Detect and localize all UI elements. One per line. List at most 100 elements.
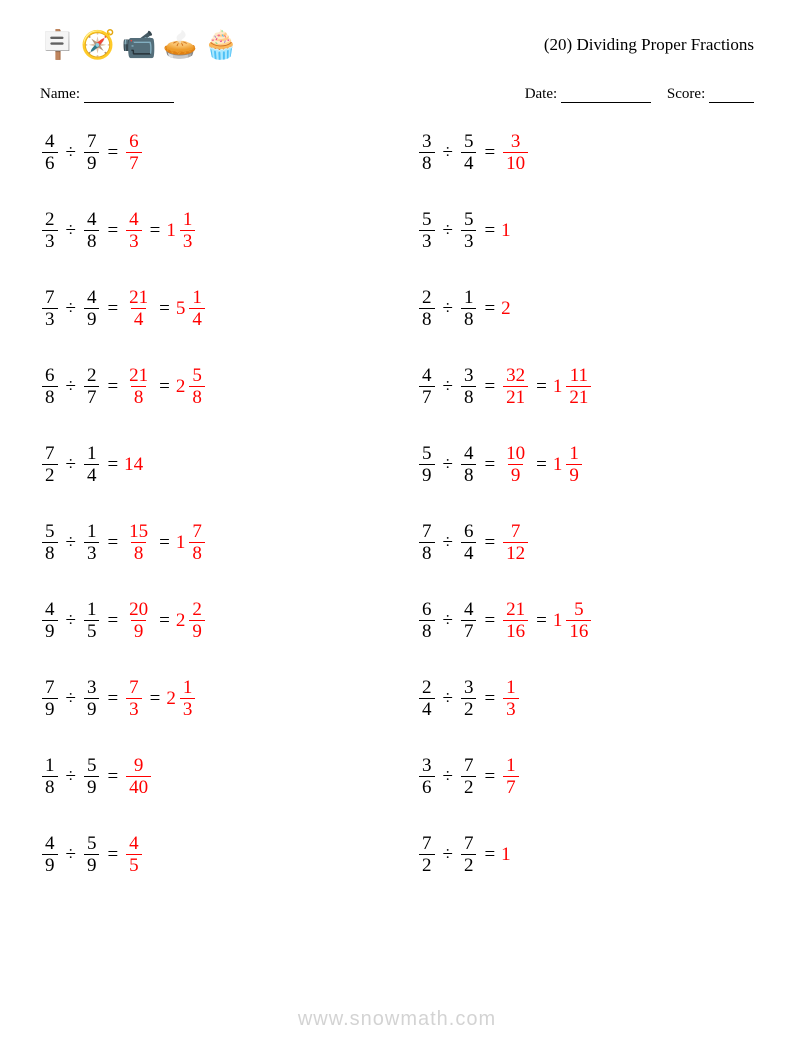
fraction: 59 [419,444,435,485]
answer-int: 1 [501,221,511,240]
equals: = [159,299,170,318]
fraction: 158 [126,522,151,563]
problem: 68÷27=218=258 [40,361,377,411]
fraction: 73 [42,288,58,329]
date-label: Date: [525,86,557,102]
name-blank[interactable] [84,89,174,103]
divide-op: ÷ [66,299,76,318]
score-label: Score: [667,86,705,102]
equals: = [536,377,547,396]
fraction: 49 [84,288,100,329]
mixed-number: 178 [176,522,207,563]
fraction: 214 [126,288,151,329]
fraction: 29 [189,600,205,641]
info-row: Name: Date: Score: [40,86,754,103]
divide-op: ÷ [443,845,453,864]
fraction: 39 [84,678,100,719]
fraction: 73 [126,678,142,719]
header-icon: 📹 [122,28,157,62]
fraction: 78 [189,522,205,563]
date-blank[interactable] [561,89,651,103]
fraction: 109 [503,444,528,485]
fraction: 45 [126,834,142,875]
divide-op: ÷ [66,611,76,630]
fraction: 1121 [566,366,591,407]
equals: = [484,533,495,552]
fraction: 72 [419,834,435,875]
equals: = [484,377,495,396]
header-icon: 🧁 [204,28,239,62]
equals: = [107,533,118,552]
score-blank[interactable] [709,89,754,103]
watermark: www.snowmath.com [0,1008,794,1031]
divide-op: ÷ [66,845,76,864]
fraction: 310 [503,132,528,173]
fraction: 24 [419,678,435,719]
header-icon: 🪧 [40,28,75,62]
mixed-number: 514 [176,288,207,329]
equals: = [484,299,495,318]
equals: = [484,221,495,240]
fraction: 48 [84,210,100,251]
fraction: 209 [126,600,151,641]
mixed-number: 113 [166,210,197,251]
fraction: 36 [419,756,435,797]
divide-op: ÷ [443,455,453,474]
divide-op: ÷ [443,377,453,396]
mixed-number: 119 [553,444,584,485]
answer-int: 2 [501,299,511,318]
equals: = [484,611,495,630]
divide-op: ÷ [66,767,76,786]
header-icons: 🪧🧭📹🥧🧁 [40,28,238,62]
fraction: 516 [566,600,591,641]
fraction: 13 [503,678,519,719]
equals: = [484,845,495,864]
problem: 47÷38=3221=11121 [417,361,754,411]
equals: = [107,767,118,786]
divide-op: ÷ [66,377,76,396]
equals: = [536,611,547,630]
equals: = [484,143,495,162]
problem: 36÷72=17 [417,751,754,801]
problem: 53÷53=1 [417,205,754,255]
name-label: Name: [40,86,80,102]
fraction: 48 [461,444,477,485]
fraction: 72 [461,756,477,797]
problem: 78÷64=712 [417,517,754,567]
divide-op: ÷ [443,767,453,786]
equals: = [484,455,495,474]
fraction: 28 [419,288,435,329]
fraction: 19 [566,444,582,485]
fraction: 14 [84,444,100,485]
fraction: 78 [419,522,435,563]
divide-op: ÷ [443,299,453,318]
problem: 24÷32=13 [417,673,754,723]
divide-op: ÷ [66,533,76,552]
equals: = [107,845,118,864]
fraction: 13 [180,210,196,251]
problem: 18÷59=940 [40,751,377,801]
header: 🪧🧭📹🥧🧁 (20) Dividing Proper Fractions [40,20,754,70]
fraction: 54 [461,132,477,173]
equals: = [159,377,170,396]
problem: 79÷39=73=213 [40,673,377,723]
equals: = [484,767,495,786]
fraction: 47 [419,366,435,407]
fraction: 2116 [503,600,528,641]
equals: = [159,533,170,552]
equals: = [536,455,547,474]
fraction: 67 [126,132,142,173]
fraction: 27 [84,366,100,407]
fraction: 38 [419,132,435,173]
fraction: 3221 [503,366,528,407]
equals: = [107,377,118,396]
equals: = [107,299,118,318]
problem: 46÷79=67 [40,127,377,177]
fraction: 59 [84,834,100,875]
fraction: 68 [419,600,435,641]
worksheet-title: (20) Dividing Proper Fractions [544,35,754,55]
fraction: 13 [180,678,196,719]
fraction: 15 [84,600,100,641]
fraction: 64 [461,522,477,563]
fraction: 18 [461,288,477,329]
